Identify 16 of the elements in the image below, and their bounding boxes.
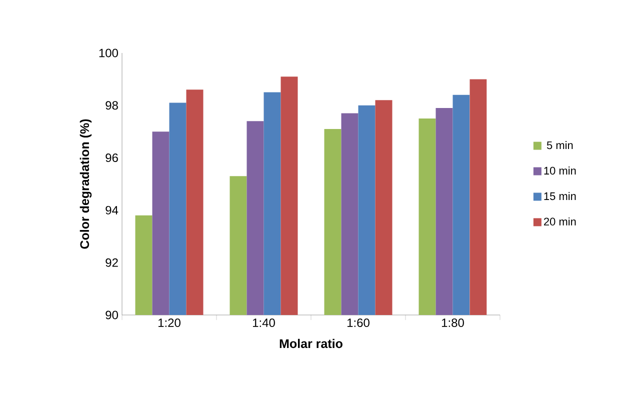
y-tick-label: 90 (106, 310, 118, 320)
legend-label: 10 min (544, 166, 576, 175)
y-tick-label: 98 (106, 101, 118, 110)
y-tick-label: 96 (106, 154, 118, 162)
x-axis-title: Molar ratio (280, 338, 342, 348)
x-tick-label: 1:80 (442, 318, 464, 328)
legend-label: 15 min (544, 192, 576, 200)
y-tick-label: 94 (106, 206, 118, 214)
y-tick-label: 100 (99, 48, 118, 58)
legend-label: 20 min (544, 217, 576, 226)
y-axis-title: Color degradation (%) (80, 119, 92, 249)
legend-label: 5 min (546, 141, 573, 150)
y-tick-label: 92 (106, 258, 118, 267)
x-tick-label: 1:20 (158, 318, 180, 328)
x-tick-label: 1:60 (347, 318, 370, 328)
x-tick-label: 1:40 (252, 318, 275, 328)
